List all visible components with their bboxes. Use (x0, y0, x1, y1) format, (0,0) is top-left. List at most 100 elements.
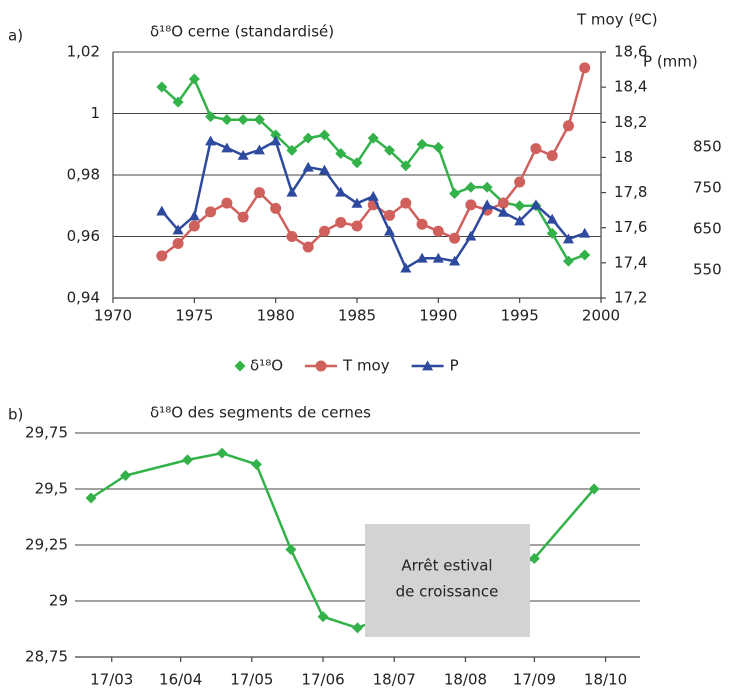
marker (250, 458, 262, 470)
marker (335, 147, 347, 159)
legend-label: P (450, 357, 459, 375)
marker (432, 225, 444, 237)
marker (302, 132, 314, 144)
legend-marker (315, 360, 327, 372)
panel-label: a) (8, 27, 23, 45)
marker (481, 199, 493, 210)
marker (432, 141, 444, 153)
legend-marker (422, 360, 434, 371)
y-tick-label: 29,5 (35, 480, 68, 498)
marker (432, 252, 444, 263)
marker (562, 255, 574, 267)
marker (367, 190, 379, 201)
marker (562, 120, 574, 132)
marker (449, 255, 461, 266)
marker (120, 470, 132, 482)
x-tick-label: 18/08 (444, 671, 487, 689)
y-tick-label: 0,98 (67, 166, 100, 184)
y-tick-label: 29,75 (25, 424, 68, 442)
marker (465, 230, 477, 241)
marker (221, 197, 233, 209)
marker (286, 231, 298, 242)
marker (302, 241, 314, 253)
marker (384, 209, 396, 221)
series-line (160, 76, 586, 263)
marker (172, 96, 184, 108)
marker (156, 81, 168, 93)
x-tick-label: 18/07 (373, 671, 416, 689)
marker (400, 262, 412, 273)
y2-tick-label: 17,2 (614, 289, 647, 307)
marker (579, 227, 591, 238)
legend-label: T moy (342, 357, 390, 375)
marker (253, 114, 265, 126)
marker (416, 218, 428, 230)
x-tick-label: 1975 (175, 307, 213, 325)
y2-tick-label: 18,4 (614, 78, 647, 96)
marker (286, 144, 298, 156)
x-tick-label: 1980 (257, 307, 295, 325)
y3-tick-label: 650 (693, 220, 722, 238)
marker (400, 160, 412, 172)
y2-tick-label: 18,2 (614, 113, 647, 131)
marker (156, 250, 168, 262)
x-tick-label: 17/09 (513, 671, 556, 689)
x-tick-label: 1995 (501, 307, 539, 325)
marker (182, 454, 194, 466)
marker (205, 206, 217, 218)
marker (416, 252, 428, 263)
y-tick-label: 28,75 (25, 648, 68, 666)
y3-title: P (mm) (643, 53, 698, 71)
marker (221, 114, 233, 126)
y3-tick-label: 750 (693, 179, 722, 197)
marker (205, 111, 217, 123)
marker (352, 622, 363, 634)
marker (579, 62, 591, 74)
marker (188, 210, 200, 221)
marker (449, 232, 461, 244)
x-tick-label: 2000 (582, 307, 620, 325)
marker (285, 543, 297, 555)
marker (530, 143, 542, 155)
marker (562, 233, 574, 244)
marker (237, 149, 249, 160)
marker (221, 142, 233, 153)
marker (188, 220, 200, 232)
panel-label: b) (8, 406, 23, 424)
x-tick-label: 17/05 (230, 671, 273, 689)
y-tick-label: 0,94 (67, 289, 100, 307)
marker (400, 197, 412, 209)
marker (318, 164, 330, 175)
y2-tick-label: 18 (614, 148, 633, 166)
marker (188, 73, 200, 85)
marker (514, 176, 526, 188)
x-tick-label: 17/03 (90, 671, 133, 689)
x-tick-label: 17/06 (301, 671, 344, 689)
marker (216, 447, 228, 459)
marker (270, 135, 282, 146)
series-line (161, 67, 586, 257)
chart-title: δ¹⁸O cerne (standardisé) (150, 23, 334, 41)
marker (514, 200, 526, 212)
marker (465, 199, 477, 211)
marker (449, 187, 461, 199)
marker (253, 187, 265, 199)
marker (528, 552, 540, 564)
marker (481, 181, 493, 193)
y2-tick-label: 17,8 (614, 183, 647, 201)
marker (351, 220, 363, 232)
marker (237, 114, 249, 126)
y3-tick-label: 850 (693, 138, 722, 156)
marker (270, 129, 282, 141)
marker (335, 216, 347, 228)
marker (367, 132, 379, 144)
marker (588, 483, 600, 495)
marker (579, 249, 591, 261)
legend-label: δ¹⁸O (250, 357, 283, 375)
marker (335, 186, 347, 197)
x-tick-label: 1990 (419, 307, 457, 325)
annotation-box (365, 524, 530, 637)
x-tick-label: 1970 (94, 307, 132, 325)
